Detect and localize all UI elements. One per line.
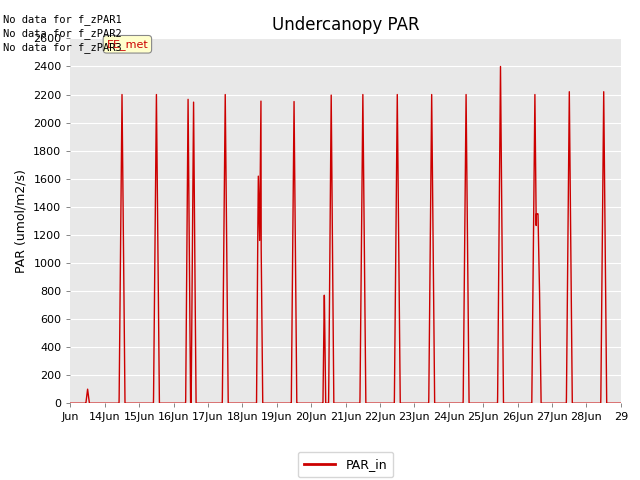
Text: EE_met: EE_met [106, 39, 148, 50]
Title: Undercanopy PAR: Undercanopy PAR [272, 16, 419, 34]
Legend: PAR_in: PAR_in [298, 452, 394, 477]
Text: No data for f_zPAR3: No data for f_zPAR3 [3, 42, 122, 53]
Text: No data for f_zPAR1: No data for f_zPAR1 [3, 13, 122, 24]
Y-axis label: PAR (umol/m2/s): PAR (umol/m2/s) [15, 169, 28, 273]
Text: No data for f_zPAR2: No data for f_zPAR2 [3, 28, 122, 39]
